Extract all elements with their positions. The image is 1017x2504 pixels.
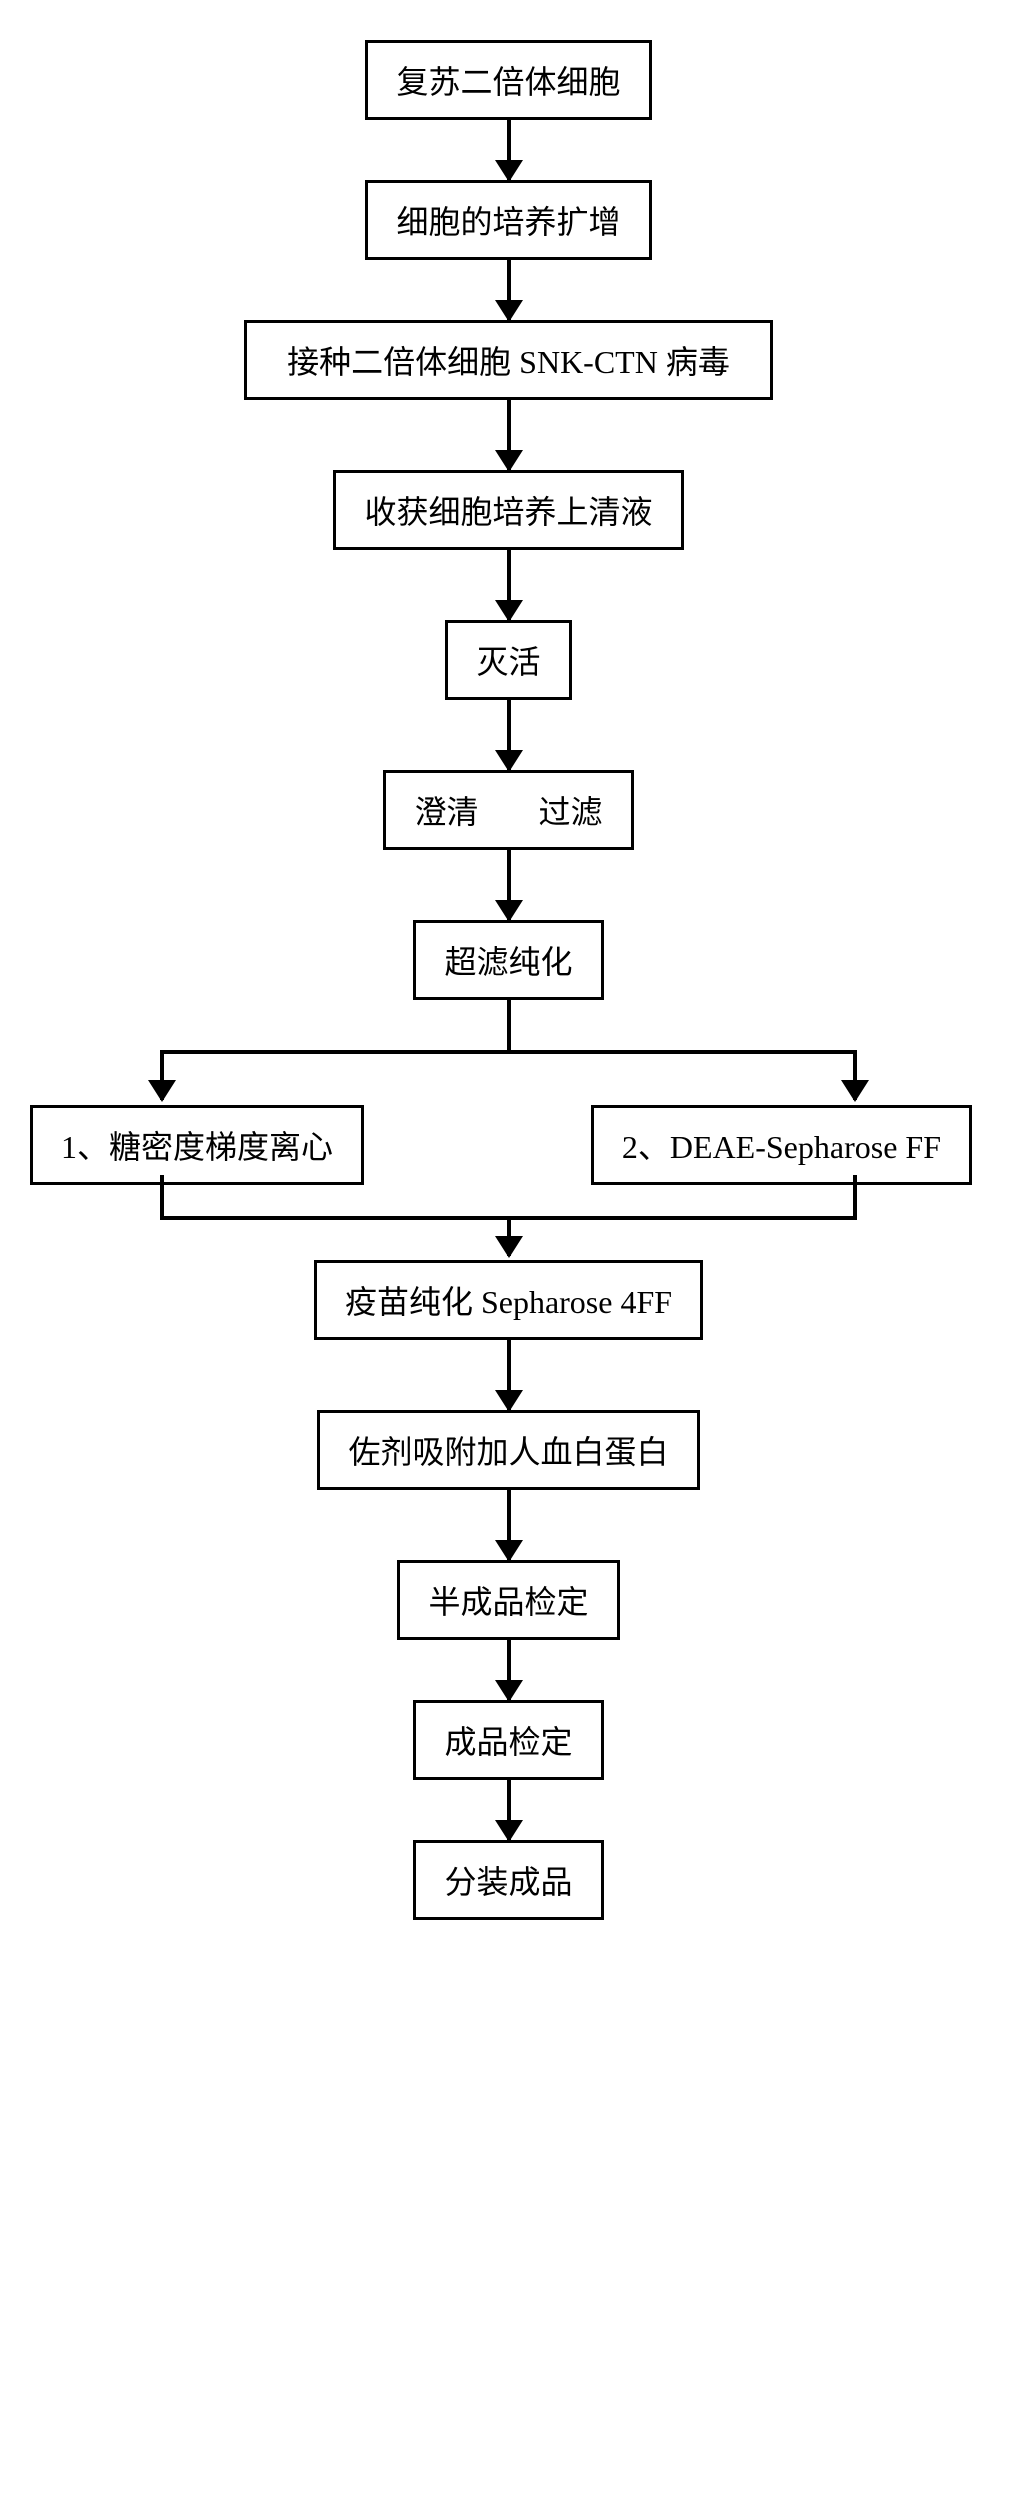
connector	[853, 1175, 857, 1220]
connector	[160, 1175, 164, 1220]
node-inoculate-virus: 接种二倍体细胞 SNK-CTN 病毒	[244, 320, 773, 400]
flowchart-container: 复苏二倍体细胞 细胞的培养扩增 接种二倍体细胞 SNK-CTN 病毒 收获细胞培…	[0, 40, 1017, 1920]
arrow	[507, 1780, 511, 1840]
node-clarify-filter: 澄清 过滤	[383, 770, 633, 850]
arrow	[507, 550, 511, 620]
arrow	[507, 400, 511, 470]
connector	[160, 1050, 857, 1054]
node-semi-product-test: 半成品检定	[397, 1560, 619, 1640]
node-filter-text: 过滤	[539, 794, 603, 830]
arrow	[507, 1640, 511, 1700]
node-harvest-supernatant: 收获细胞培养上清液	[333, 470, 683, 550]
node-clarify-text: 澄清	[414, 794, 478, 830]
arrow	[853, 1050, 857, 1100]
node-sugar-gradient: 1、糖密度梯度离心	[30, 1105, 364, 1185]
arrow	[507, 850, 511, 920]
split-merge-section: 1、糖密度梯度离心 2、DEAE-Sepharose FF	[0, 1000, 1017, 1260]
node-revive-cells: 复苏二倍体细胞	[365, 40, 651, 120]
connector	[507, 1000, 511, 1050]
node-vaccine-purify: 疫苗纯化 Sepharose 4FF	[314, 1260, 703, 1340]
node-culture-expand: 细胞的培养扩增	[365, 180, 651, 260]
arrow	[160, 1050, 164, 1100]
node-adjuvant-adsorb: 佐剂吸附加人血白蛋白	[317, 1410, 699, 1490]
node-deae-sepharose: 2、DEAE-Sepharose FF	[591, 1105, 972, 1185]
arrow	[507, 1216, 511, 1256]
arrow	[507, 120, 511, 180]
arrow	[507, 700, 511, 770]
arrow	[507, 1490, 511, 1560]
node-product-test: 成品检定	[413, 1700, 603, 1780]
node-package-product: 分装成品	[413, 1840, 603, 1920]
node-ultrafiltration: 超滤纯化	[413, 920, 603, 1000]
node-inactivate: 灭活	[445, 620, 571, 700]
arrow	[507, 260, 511, 320]
arrow	[507, 1340, 511, 1410]
